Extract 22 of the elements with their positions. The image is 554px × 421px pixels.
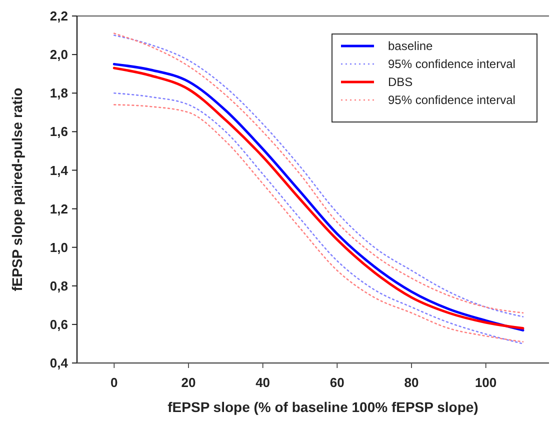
legend-label: 95% confidence interval <box>388 57 516 71</box>
x-tick-label: 100 <box>474 375 497 390</box>
y-tick-label: 1,4 <box>50 162 69 178</box>
y-tick-label: 0,4 <box>50 356 69 371</box>
y-tick-label: 1,8 <box>50 86 68 101</box>
y-tick-label: 0,8 <box>50 278 68 294</box>
legend-label: DBS <box>388 75 413 89</box>
y-tick-label: 1,2 <box>50 201 68 216</box>
y-tick-label: 1,6 <box>50 124 68 140</box>
y-tick-label: 0,6 <box>50 316 68 332</box>
legend-label: baseline <box>388 39 434 53</box>
x-tick-label: 0 <box>110 375 118 390</box>
x-tick-label: 20 <box>181 375 196 390</box>
x-tick-label: 60 <box>330 375 344 390</box>
x-tick-label: 40 <box>256 375 270 390</box>
y-tick-label: 1,0 <box>50 240 68 255</box>
y-tick-label: 2,0 <box>50 47 68 62</box>
legend-label: 95% confidence interval <box>388 93 516 107</box>
x-axis-title: fEPSP slope (% of baseline 100% fEPSP slope) <box>168 399 478 415</box>
y-tick-label: 2,2 <box>50 8 68 24</box>
y-axis-title: fEPSP slope paired-pulse ratio <box>9 88 25 292</box>
x-tick-label: 80 <box>404 375 419 390</box>
